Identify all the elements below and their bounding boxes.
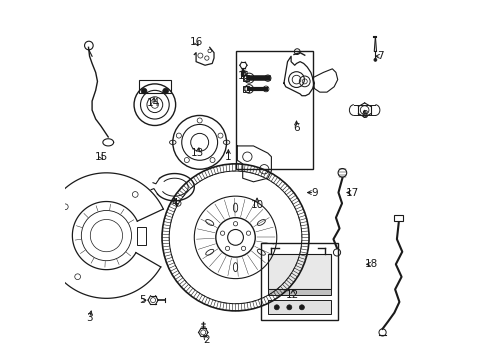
Text: 5: 5 <box>139 295 145 305</box>
Bar <box>267 300 330 315</box>
Bar <box>394 215 402 221</box>
Ellipse shape <box>205 220 213 225</box>
Bar <box>235 51 312 169</box>
Text: 12: 12 <box>285 290 299 300</box>
Text: 11: 11 <box>237 71 251 81</box>
Text: 16: 16 <box>189 37 203 47</box>
Circle shape <box>373 58 376 61</box>
FancyBboxPatch shape <box>137 226 145 244</box>
Circle shape <box>286 305 291 310</box>
Text: 8: 8 <box>361 111 367 121</box>
Bar <box>267 289 330 295</box>
Bar <box>242 75 249 81</box>
Text: 3: 3 <box>86 313 93 323</box>
Circle shape <box>274 305 279 310</box>
Text: 4: 4 <box>171 198 178 208</box>
Text: 9: 9 <box>310 188 317 198</box>
Text: 6: 6 <box>293 123 299 133</box>
Text: 13: 13 <box>191 148 204 158</box>
Ellipse shape <box>169 140 176 144</box>
Ellipse shape <box>257 220 265 225</box>
Ellipse shape <box>233 203 237 212</box>
Text: 7: 7 <box>377 51 383 61</box>
Ellipse shape <box>223 140 229 144</box>
Circle shape <box>163 88 168 94</box>
Text: 10: 10 <box>250 200 263 210</box>
Bar <box>260 243 337 320</box>
Circle shape <box>299 305 304 310</box>
Circle shape <box>141 88 147 94</box>
Bar <box>242 86 249 92</box>
Bar <box>139 80 171 93</box>
Text: 1: 1 <box>224 152 231 162</box>
Text: 2: 2 <box>203 334 210 345</box>
Ellipse shape <box>233 263 237 272</box>
Bar <box>267 253 330 289</box>
Ellipse shape <box>257 249 265 255</box>
Text: 18: 18 <box>365 259 378 269</box>
Ellipse shape <box>205 249 213 255</box>
Text: 17: 17 <box>345 188 358 198</box>
Text: 15: 15 <box>94 152 107 162</box>
Text: 14: 14 <box>146 98 160 108</box>
